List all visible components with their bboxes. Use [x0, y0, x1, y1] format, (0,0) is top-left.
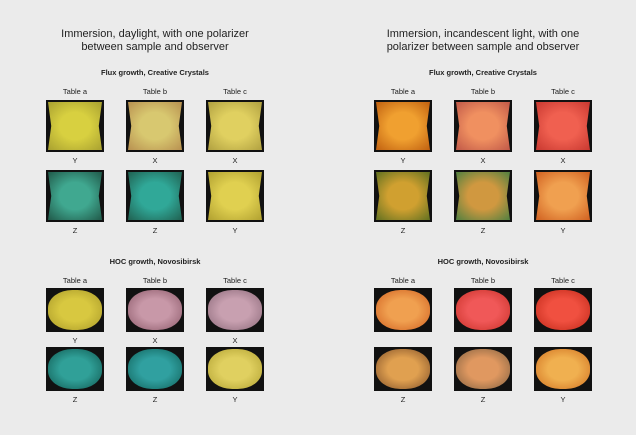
photo	[374, 170, 432, 222]
column-header: Table c	[551, 276, 575, 285]
view-label: Z	[152, 226, 158, 235]
column-header: Table b	[142, 87, 168, 96]
photo	[454, 170, 512, 222]
photo	[374, 347, 432, 391]
view-label: Z	[400, 395, 406, 404]
view-label: X	[232, 336, 238, 345]
panel-title: Immersion, daylight, with one polarizer …	[61, 28, 249, 53]
photo	[534, 100, 592, 152]
view-label: Y	[400, 156, 406, 165]
photo	[534, 347, 592, 391]
view-label: X	[152, 156, 158, 165]
photo	[46, 347, 104, 391]
photo	[454, 100, 512, 152]
section-heading: Flux growth, Creative Crystals	[101, 68, 209, 77]
view-label: Z	[152, 395, 158, 404]
photo	[126, 100, 184, 152]
photo	[126, 347, 184, 391]
photo	[46, 170, 104, 222]
column-header: Table b	[470, 87, 496, 96]
photo	[206, 347, 264, 391]
photo	[126, 170, 184, 222]
view-label: Z	[480, 226, 486, 235]
view-label: Y	[560, 226, 566, 235]
view-label: Y	[72, 336, 78, 345]
view-label: X	[560, 156, 566, 165]
photo	[206, 100, 264, 152]
photo	[534, 288, 592, 332]
photo	[374, 100, 432, 152]
photo	[454, 347, 512, 391]
section-heading: Flux growth, Creative Crystals	[429, 68, 537, 77]
photo	[46, 100, 104, 152]
view-label: Z	[72, 226, 78, 235]
photo	[374, 288, 432, 332]
view-label: Z	[400, 226, 406, 235]
panel-title: Immersion, incandescent light, with one …	[386, 28, 580, 53]
column-header: Table b	[142, 276, 168, 285]
photo	[46, 288, 104, 332]
photo	[206, 288, 264, 332]
column-header: Table a	[62, 87, 88, 96]
view-label: Z	[480, 395, 486, 404]
view-label: X	[232, 156, 238, 165]
view-label: Z	[72, 395, 78, 404]
section-heading: HOC growth, Novosibirsk	[437, 257, 529, 266]
view-label: Y	[232, 395, 238, 404]
section-heading: HOC growth, Novosibirsk	[109, 257, 201, 266]
view-label: X	[152, 336, 158, 345]
column-header: Table c	[551, 87, 575, 96]
column-header: Table a	[390, 87, 416, 96]
column-header: Table c	[223, 87, 247, 96]
photo	[206, 170, 264, 222]
column-header: Table a	[62, 276, 88, 285]
view-label: Y	[560, 395, 566, 404]
view-label: Y	[72, 156, 78, 165]
photo	[534, 170, 592, 222]
column-header: Table c	[223, 276, 247, 285]
column-header: Table b	[470, 276, 496, 285]
column-header: Table a	[390, 276, 416, 285]
photo	[126, 288, 184, 332]
view-label: X	[480, 156, 486, 165]
view-label: Y	[232, 226, 238, 235]
photo	[454, 288, 512, 332]
